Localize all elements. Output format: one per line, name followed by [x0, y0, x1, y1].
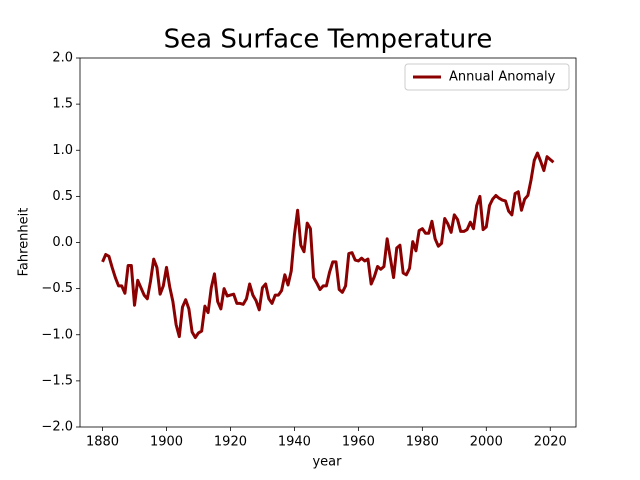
x-tick-label: 1980 — [406, 435, 439, 450]
x-tick-label: 1940 — [278, 435, 311, 450]
x-axis-label: year — [312, 455, 342, 470]
x-tick-label: 1920 — [214, 435, 247, 450]
y-tick-label: −2.0 — [41, 420, 73, 435]
plot-frame — [79, 57, 577, 428]
chart-title: Sea Surface Temperature — [164, 25, 493, 55]
y-tick-label: 0.0 — [52, 235, 73, 250]
data-line — [101, 151, 555, 340]
y-tick-label: 0.5 — [52, 189, 73, 204]
legend-label: Annual Anomaly — [449, 70, 556, 85]
x-tick-label: 1960 — [342, 435, 375, 450]
x-tick-label: 1880 — [86, 435, 119, 450]
x-tick-label: 2020 — [534, 435, 567, 450]
y-tick-label: −0.5 — [41, 281, 73, 296]
y-axis-label: Fahrenheit — [17, 208, 32, 277]
x-tick-label: 1900 — [150, 435, 183, 450]
legend-box — [404, 63, 570, 91]
y-tick-label: 2.0 — [52, 51, 73, 66]
x-tick-label: 2000 — [470, 435, 503, 450]
y-tick-label: 1.5 — [52, 97, 73, 112]
y-tick-label: 1.0 — [52, 143, 73, 158]
y-tick-label: −1.5 — [41, 373, 73, 388]
y-tick-label: −1.0 — [41, 327, 73, 342]
